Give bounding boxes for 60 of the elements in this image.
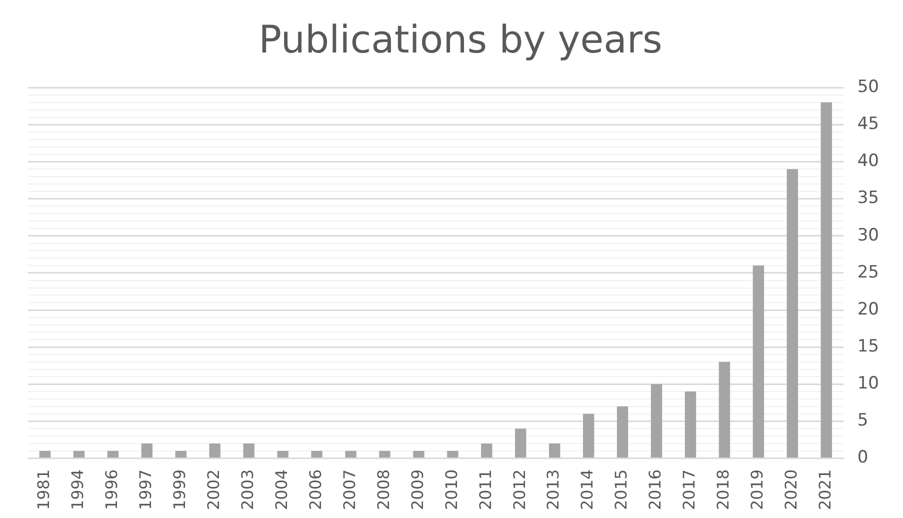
y-tick-label: 10: [857, 374, 880, 394]
bar: [107, 450, 119, 458]
x-tick-label: 2018: [714, 469, 733, 510]
bar: [209, 443, 220, 458]
y-tick-label: 40: [857, 151, 880, 172]
x-tick-label: 2012: [510, 469, 529, 510]
x-tick-label: 2011: [476, 469, 495, 510]
x-tick-label: 2021: [816, 469, 835, 510]
y-tick-label: 35: [857, 188, 880, 208]
y-tick-label: 30: [857, 225, 880, 246]
bar: [447, 450, 458, 458]
bar: [175, 450, 186, 458]
x-tick-label: 1994: [68, 469, 88, 510]
chart-title: Publications by years: [258, 18, 662, 62]
x-tick-label: 2013: [544, 469, 563, 510]
x-tick-label: 2007: [340, 469, 359, 510]
x-tick-label: 2016: [646, 469, 665, 510]
x-tick-label: 2002: [204, 469, 224, 510]
x-tick-label: 2010: [442, 469, 461, 510]
bar: [413, 450, 424, 458]
y-tick-label: 25: [857, 262, 880, 282]
bar: [650, 384, 662, 458]
bar: [481, 443, 492, 458]
y-tick-label: 15: [857, 336, 880, 356]
x-tick-label: 1997: [136, 469, 156, 510]
bar: [752, 266, 764, 458]
bar: [684, 392, 696, 458]
x-tick-label: 2003: [238, 469, 257, 510]
bar: [379, 450, 390, 458]
x-tick-label: 2006: [306, 469, 325, 510]
x-tick-label: 2017: [680, 469, 699, 510]
bar: [141, 443, 153, 458]
x-tick-label: 2004: [272, 469, 291, 510]
x-tick-label: 2015: [612, 469, 631, 510]
bar: [243, 443, 254, 458]
bar: [548, 443, 560, 458]
bar: [582, 414, 594, 458]
x-tick-label: 2008: [374, 469, 393, 510]
y-tick-label: 45: [857, 114, 880, 134]
bar: [786, 169, 798, 458]
bar: [718, 362, 730, 458]
y-tick-label: 0: [857, 448, 868, 468]
x-tick-label: 2014: [578, 469, 597, 510]
x-tick-label: 2020: [782, 469, 801, 510]
bar: [311, 450, 322, 458]
x-tick-label: 2019: [748, 469, 767, 510]
x-tick-label: 1981: [34, 469, 54, 510]
y-tick-label: 50: [857, 77, 880, 98]
y-tick-label: 20: [857, 299, 880, 320]
x-tick-label: 1996: [102, 469, 122, 510]
bar: [616, 406, 628, 458]
y-tick-label: 5: [857, 410, 868, 431]
x-tick-label: 2009: [408, 469, 427, 510]
bar: [73, 450, 85, 458]
bar: [345, 450, 356, 458]
x-tick-label: 1999: [170, 469, 190, 510]
bar: [515, 428, 526, 458]
bar: [39, 450, 51, 458]
bar: [277, 450, 288, 458]
bar: [820, 102, 832, 458]
